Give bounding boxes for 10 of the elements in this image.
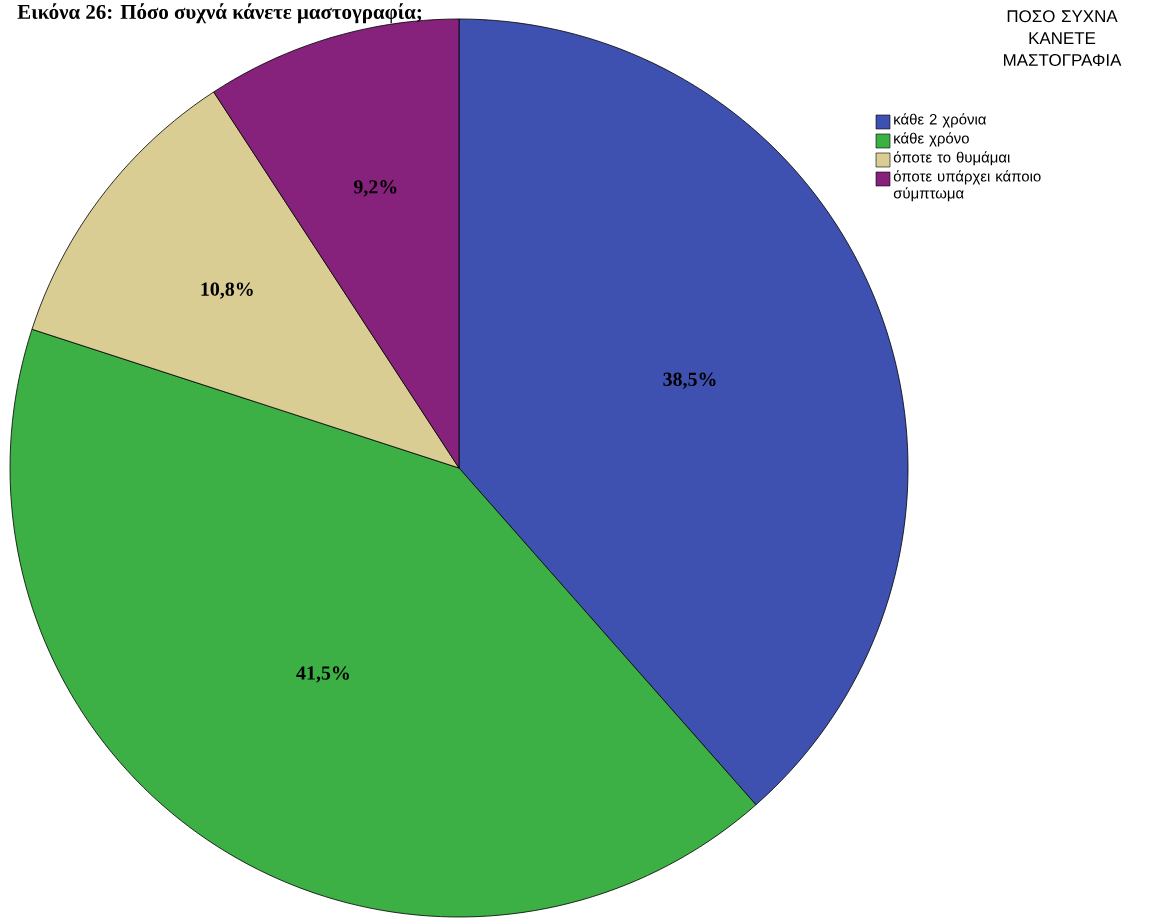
- data-label: 9,2%: [353, 180, 397, 197]
- chart-title: Εικόνα 26: Πόσο συχνά κάνετε μαστογραφία;: [17, 3, 422, 24]
- legend-label: όποτε υπάρχει κάποιο σύμπτωμα: [893, 170, 1041, 202]
- legend-title: ΠΟΣΟ ΣΥΧΝΑ ΚΑΝΕΤΕ ΜΑΣΤΟΓΡΑΦΙΑ: [1004, 10, 1122, 67]
- data-label: 10,8%: [201, 282, 253, 299]
- legend-label: κάθε χρόνο: [894, 132, 969, 147]
- data-label: 41,5%: [296, 666, 349, 683]
- data-label: 38,5%: [663, 372, 716, 389]
- legend-label: κάθε 2 χρόνια: [894, 113, 987, 128]
- legend-label: όποτε το θυμάμαι: [893, 151, 1010, 166]
